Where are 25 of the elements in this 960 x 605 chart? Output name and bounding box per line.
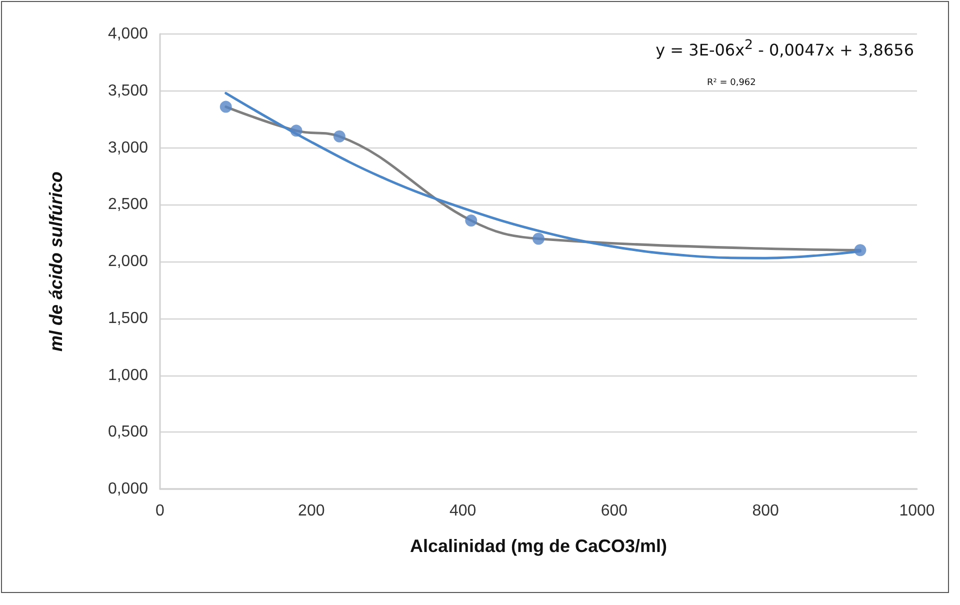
y-tick-label: 3,500 [108, 82, 148, 100]
point [465, 214, 478, 227]
point [220, 100, 232, 113]
y-tick-label: 4,000 [108, 26, 148, 42]
point [333, 130, 346, 142]
y-tick-label: 3,000 [108, 139, 148, 156]
y-tick-label: 1,500 [108, 310, 148, 327]
x-tick-label: 600 [600, 502, 628, 520]
x-tick-label: 1000 [899, 502, 935, 520]
y-tick-label: 2,000 [108, 253, 148, 270]
point [532, 232, 544, 245]
point [854, 244, 866, 256]
y-tick-label: 2,500 [108, 196, 148, 214]
y-tick-label: 1,000 [108, 366, 148, 384]
x-tick-label: 0 [156, 502, 165, 520]
x-axis-title: Alcalinidad (mg de CaCO3/ml) [410, 536, 668, 556]
x-tick-label: 400 [449, 502, 476, 520]
y-tick-label: 0,500 [108, 424, 148, 441]
point [290, 124, 302, 137]
x-tick-label: 200 [298, 502, 325, 520]
annotation: R² = 0,962 [707, 78, 756, 88]
y-tick-label: 0,000 [108, 480, 148, 498]
x-tick-label: 800 [752, 502, 780, 520]
y-axis-title: ml de ácido sulfúrico [46, 171, 66, 352]
annotation: y = 3E-06x$^{2}$ - 0,0047x + 3,8656 [656, 38, 914, 60]
